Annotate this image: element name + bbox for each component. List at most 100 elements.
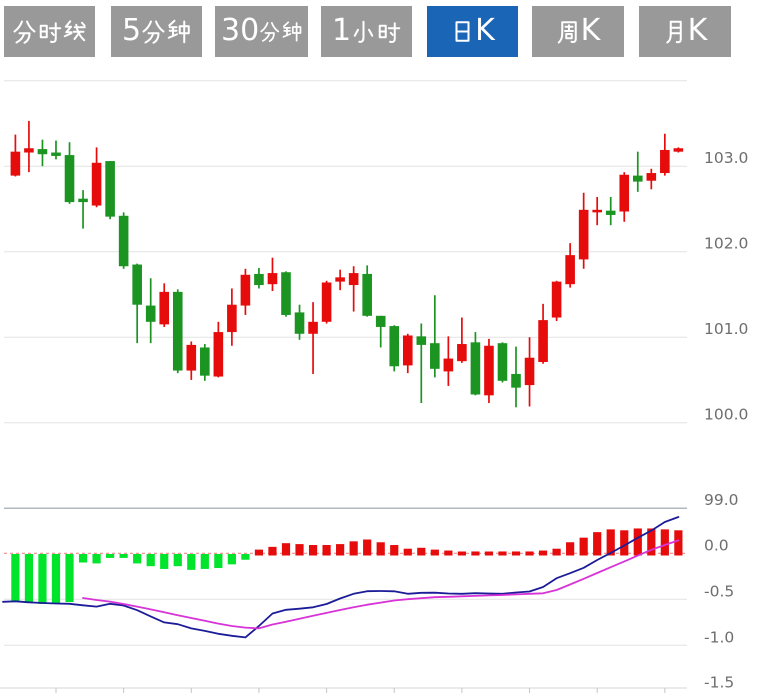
tab-周K[interactable]: K: [532, 6, 624, 57]
macd-axis-label: 0.0: [704, 536, 729, 554]
macd-bar: [133, 554, 142, 564]
macd-bar: [647, 528, 656, 556]
candle-body: [227, 304, 237, 333]
candle-body: [660, 149, 670, 174]
candle-body: [118, 215, 129, 267]
candle-body: [105, 161, 115, 217]
macd-axis-label: -1.0: [704, 628, 734, 646]
candle-body: [443, 358, 454, 372]
macd-bar: [187, 554, 196, 570]
macd-bar: [660, 529, 669, 556]
macd-bar: [457, 551, 466, 556]
candle-body: [538, 320, 548, 362]
tab-label-text: 5: [121, 12, 142, 48]
macd-bar: [363, 539, 372, 556]
tab-label-glyph: [167, 19, 190, 44]
macd-bar: [593, 532, 602, 556]
tab-5分钟[interactable]: 5: [111, 6, 202, 57]
tab-label-text: 30: [221, 12, 260, 48]
macd-bar: [106, 554, 115, 558]
candle-body: [172, 291, 183, 371]
candle-body: [10, 151, 21, 176]
candle-body: [524, 357, 535, 386]
period-tabbar: 5 30 1 K K K: [0, 0, 762, 62]
candle-body: [159, 291, 170, 325]
macd-bar: [579, 537, 588, 556]
macd-bar: [92, 554, 101, 564]
candle-body: [308, 321, 318, 334]
tab-日K[interactable]: K: [427, 6, 518, 57]
macd-bar: [511, 551, 521, 556]
macd-bar: [51, 554, 61, 604]
candle-body: [78, 198, 88, 203]
candle-body: [362, 273, 372, 316]
macd-bar: [78, 554, 88, 563]
candle-body: [457, 344, 467, 362]
macd-bar: [65, 554, 74, 603]
macd-bar: [160, 554, 169, 569]
macd-bar: [268, 546, 277, 556]
macd-bar: [390, 545, 399, 556]
candle-body: [335, 277, 345, 282]
macd-bar: [281, 543, 291, 556]
macd-bar: [308, 545, 318, 556]
macd-bar: [525, 551, 534, 556]
candle-body: [186, 344, 197, 371]
price-axis-label: 99.0: [704, 491, 739, 509]
macd-bar: [295, 544, 304, 556]
candle-body: [592, 209, 602, 213]
dea-line: [82, 539, 680, 630]
tab-label-glyph: [260, 22, 280, 42]
macd-bar: [484, 551, 494, 556]
macd-bar: [322, 545, 331, 556]
price-axis-label: 102.0: [704, 235, 748, 253]
candle-body: [402, 335, 413, 366]
tab-label-text: K: [687, 12, 708, 48]
macd-bar: [430, 549, 439, 556]
macd-bar: [444, 550, 453, 556]
candle-body: [430, 343, 440, 369]
candle-body: [145, 305, 156, 322]
macd-bar: [606, 529, 615, 556]
macd-bar: [471, 551, 480, 556]
candle-body: [37, 149, 48, 155]
tab-label-glyph: [378, 22, 401, 43]
candle-body: [375, 315, 386, 327]
candle-body: [281, 272, 291, 315]
macd-bar: [227, 554, 236, 565]
macd-bar: [349, 541, 358, 556]
candle-body: [51, 152, 61, 156]
tab-分时线[interactable]: [4, 6, 95, 57]
price-axis-label: 100.0: [704, 406, 748, 424]
candle-body: [254, 273, 264, 286]
candle-body: [470, 342, 481, 395]
macd-bar: [241, 554, 250, 560]
tab-月K[interactable]: K: [639, 6, 731, 57]
candle-body: [294, 312, 305, 334]
tab-label-glyph: [63, 20, 86, 42]
candle-body: [240, 274, 251, 306]
tab-30分钟[interactable]: 30: [215, 6, 308, 57]
candle-body: [673, 148, 684, 152]
macd-bar: [254, 549, 264, 556]
tab-label-text: K: [580, 12, 601, 48]
tab-label-glyph: [39, 22, 62, 43]
candle-body: [565, 255, 575, 285]
macd-bar: [376, 542, 385, 556]
macd-bar: [633, 528, 642, 556]
tab-label-glyph: [282, 21, 301, 42]
price-axis-label: 101.0: [704, 320, 748, 338]
candle-body: [578, 209, 589, 260]
tab-1小时[interactable]: 1: [321, 6, 412, 57]
candle-body: [605, 210, 616, 215]
tab-label-glyph: [353, 20, 374, 43]
tab-label-glyph: [13, 20, 36, 44]
candle-body: [511, 373, 521, 388]
dif-line: [2, 516, 680, 639]
price-axis-label: 103.0: [704, 149, 748, 167]
candle-body: [132, 264, 142, 305]
tab-label-glyph: [665, 20, 682, 44]
